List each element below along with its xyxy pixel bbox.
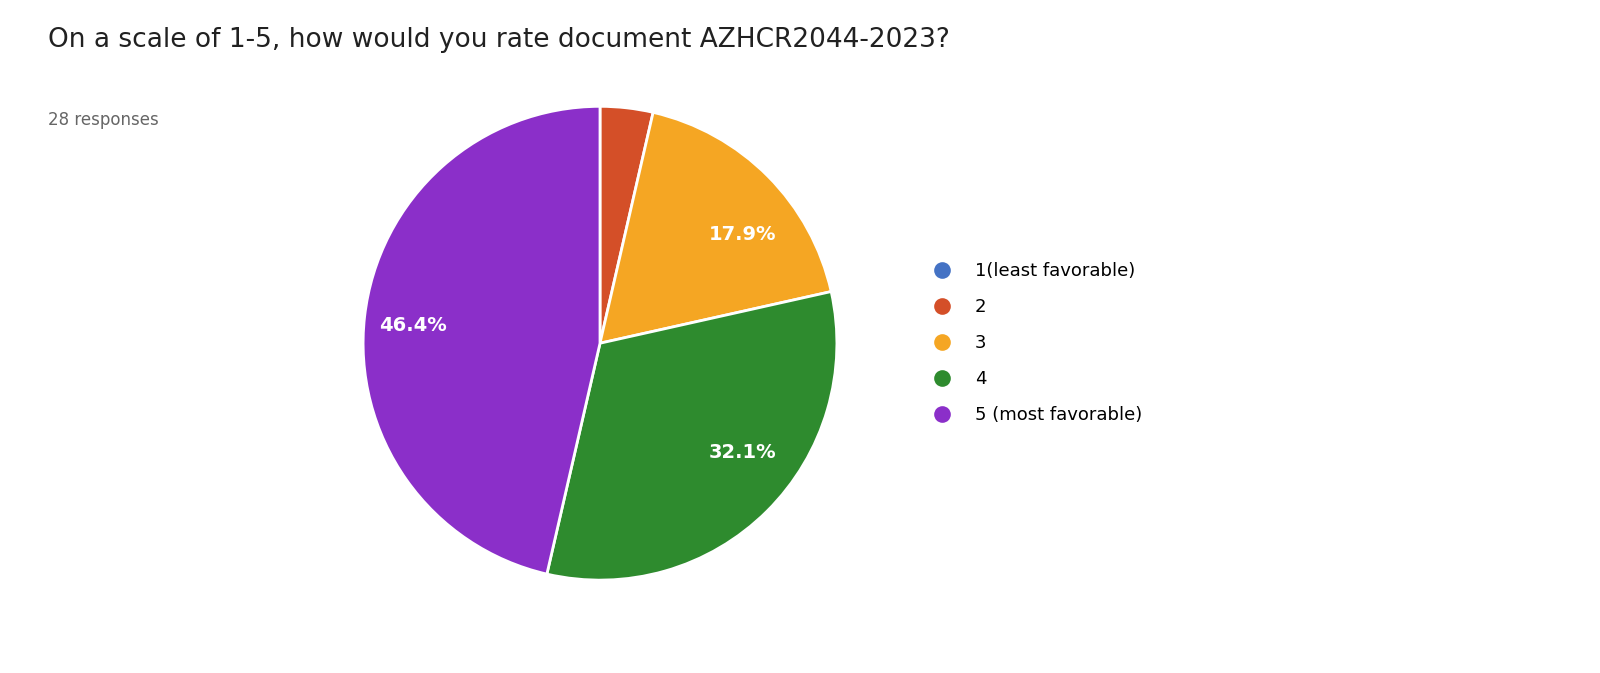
- Wedge shape: [600, 106, 653, 343]
- Legend: 1(least favorable), 2, 3, 4, 5 (most favorable): 1(least favorable), 2, 3, 4, 5 (most fav…: [917, 255, 1149, 431]
- Text: 17.9%: 17.9%: [709, 225, 776, 244]
- Text: On a scale of 1-5, how would you rate document AZHCR2044-2023?: On a scale of 1-5, how would you rate do…: [48, 27, 950, 53]
- Wedge shape: [600, 112, 830, 343]
- Wedge shape: [363, 106, 600, 574]
- Text: 46.4%: 46.4%: [379, 316, 446, 335]
- Text: 28 responses: 28 responses: [48, 111, 158, 129]
- Text: 32.1%: 32.1%: [709, 443, 776, 462]
- Wedge shape: [547, 291, 837, 580]
